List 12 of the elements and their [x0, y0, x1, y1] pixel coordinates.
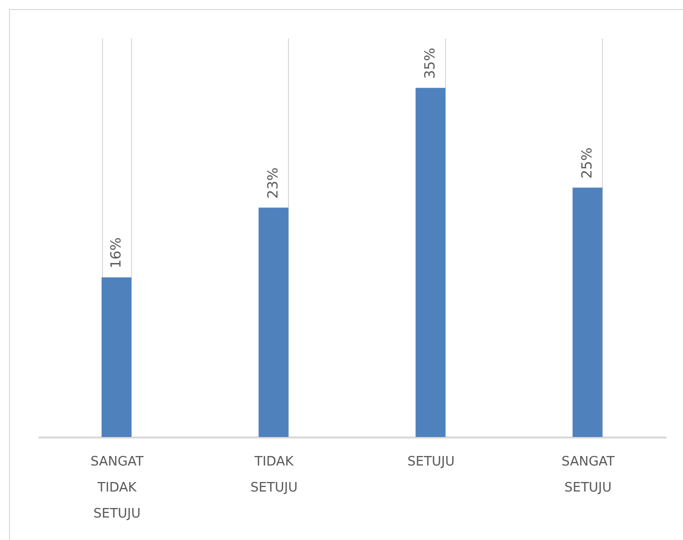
- bar: [416, 88, 446, 437]
- bar: [572, 188, 602, 437]
- data-label: 23%: [266, 167, 282, 199]
- bar: [102, 277, 132, 437]
- data-label: 25%: [580, 148, 596, 179]
- data-label: 35%: [422, 48, 438, 79]
- x-tick-label: SANGAT TIDAK SETUJU: [90, 454, 144, 522]
- data-label: 16%: [108, 237, 124, 268]
- x-tick-label: TIDAK SETUJU: [250, 454, 298, 496]
- bar: [258, 208, 288, 437]
- x-tick-label: SANGAT SETUJU: [561, 454, 615, 496]
- x-tick-label: SETUJU: [407, 454, 455, 470]
